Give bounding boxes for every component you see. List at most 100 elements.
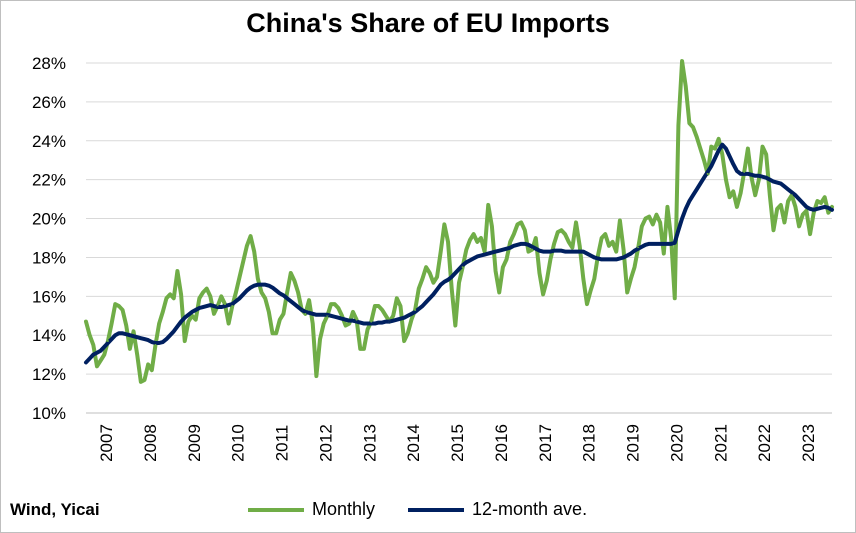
monthly-point: [395, 297, 398, 300]
x-tick-label: 2010: [229, 424, 248, 462]
monthly-point: [827, 211, 830, 214]
monthly-point: [534, 237, 537, 239]
average-point: [670, 242, 673, 245]
average-point: [713, 157, 716, 160]
monthly-point: [498, 291, 501, 294]
average-point: [403, 316, 406, 319]
monthly-point: [103, 353, 106, 356]
average-point: [509, 246, 512, 249]
monthly-point: [743, 170, 746, 173]
monthly-point: [673, 297, 676, 300]
monthly-point: [121, 308, 124, 311]
x-tick-label: 2009: [185, 424, 204, 462]
monthly-point: [297, 291, 300, 294]
average-point: [549, 250, 552, 253]
average-point: [373, 322, 376, 325]
average-point: [311, 312, 314, 315]
monthly-point: [351, 310, 354, 313]
monthly-point: [476, 240, 479, 243]
monthly-point: [670, 237, 673, 239]
monthly-point: [640, 225, 643, 228]
average-point: [344, 318, 347, 321]
average-point: [479, 254, 482, 257]
average-point: [607, 258, 610, 261]
average-point: [183, 316, 186, 319]
monthly-point: [531, 248, 534, 251]
average-point: [659, 242, 662, 245]
average-point: [487, 252, 490, 255]
monthly-point: [582, 277, 585, 280]
monthly-point: [286, 291, 289, 294]
x-tick-label: 2008: [141, 424, 160, 462]
x-tick-label: 2023: [799, 424, 818, 462]
average-point: [816, 207, 819, 210]
average-point: [827, 206, 830, 209]
average-point: [666, 242, 669, 245]
monthly-point: [436, 275, 439, 278]
x-tick-label: 2007: [97, 424, 116, 462]
monthly-point: [194, 318, 197, 321]
average-point: [600, 258, 603, 261]
average-point: [655, 242, 658, 245]
average-point: [249, 286, 252, 289]
average-point: [158, 342, 161, 344]
monthly-point: [483, 250, 486, 253]
average-point: [512, 244, 515, 247]
average-point: [169, 334, 172, 337]
average-point: [319, 313, 322, 316]
monthly-point: [410, 318, 413, 321]
monthly-point: [651, 223, 654, 226]
average-point: [684, 207, 687, 210]
average-point: [735, 169, 738, 172]
monthly-point: [761, 145, 764, 148]
average-point: [322, 313, 325, 316]
monthly-point: [381, 308, 384, 311]
average-point: [633, 249, 636, 252]
gridlines: [86, 62, 832, 414]
monthly-point: [176, 270, 179, 273]
average-point: [505, 247, 508, 250]
monthly-point: [377, 305, 380, 308]
monthly-point: [264, 297, 267, 300]
monthly-point: [812, 211, 815, 214]
average-point: [812, 208, 815, 211]
average-point: [421, 305, 424, 308]
monthly-point: [684, 85, 687, 88]
average-point: [428, 297, 431, 300]
monthly-point: [607, 244, 610, 247]
monthly-point: [783, 221, 786, 224]
monthly-point: [805, 209, 808, 212]
monthly-point: [249, 235, 252, 238]
monthly-point: [202, 291, 205, 294]
monthly-point: [695, 135, 698, 138]
monthly-point: [212, 312, 215, 315]
average-point: [278, 292, 281, 295]
average-point: [604, 258, 607, 261]
average-point: [472, 257, 475, 260]
average-point: [238, 297, 241, 300]
monthly-point: [304, 312, 307, 315]
y-tick-label: 26%: [32, 93, 66, 112]
average-point: [256, 283, 259, 286]
average-point: [340, 317, 343, 320]
monthly-point: [238, 275, 241, 278]
monthly-point: [260, 291, 263, 294]
monthly-point: [355, 318, 358, 321]
monthly-point: [776, 207, 779, 210]
monthly-point: [366, 328, 369, 331]
monthly-point: [779, 203, 782, 206]
monthly-point: [596, 254, 599, 257]
monthly-point: [392, 314, 395, 317]
average-point: [494, 250, 497, 253]
legend-swatch-monthly: [248, 507, 304, 512]
y-tick-label: 18%: [32, 248, 66, 267]
average-point: [85, 361, 87, 364]
monthly-point: [227, 322, 230, 325]
monthly-point: [245, 244, 248, 247]
monthly-point: [340, 314, 343, 317]
average-point: [264, 283, 267, 286]
monthly-point: [428, 272, 431, 274]
average-point: [410, 312, 413, 315]
monthly-point: [308, 299, 311, 302]
